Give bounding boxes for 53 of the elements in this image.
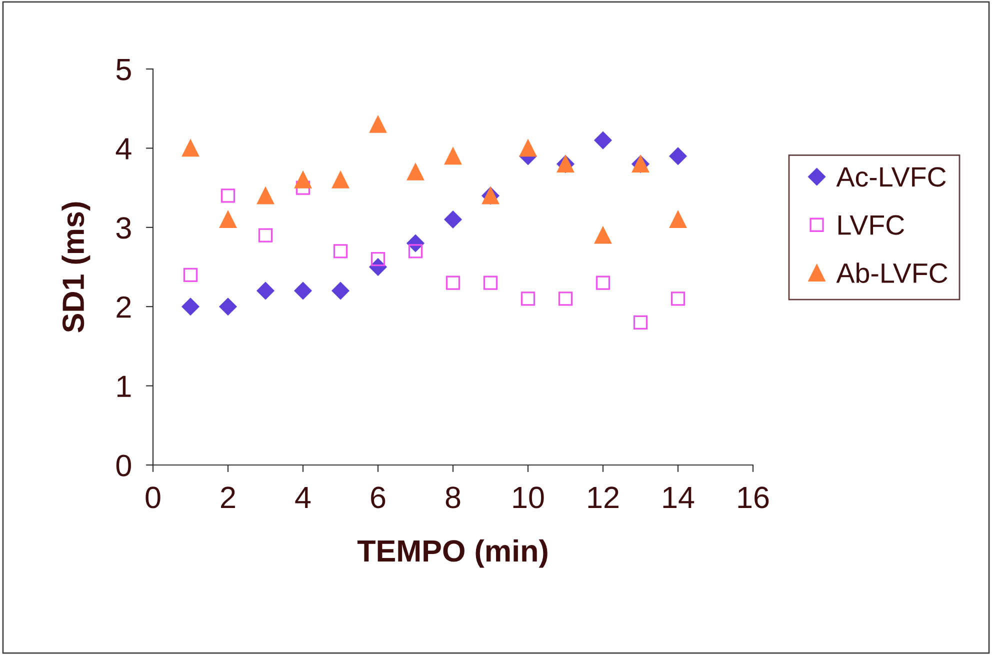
x-tick-label: 6 bbox=[371, 486, 386, 508]
point bbox=[183, 268, 198, 282]
point bbox=[332, 282, 350, 300]
point bbox=[446, 276, 460, 290]
legend-label: LVFC bbox=[838, 215, 904, 235]
y-axis-title: SD1 (ms) bbox=[62, 202, 90, 332]
point bbox=[294, 282, 312, 300]
point bbox=[633, 315, 648, 330]
y-tick-label: 5 bbox=[116, 59, 131, 80]
point bbox=[333, 244, 348, 258]
x-tick-label: 14 bbox=[663, 486, 694, 508]
point bbox=[520, 292, 536, 306]
point bbox=[483, 276, 498, 290]
x-tick-label: 12 bbox=[588, 486, 618, 508]
point bbox=[520, 140, 536, 157]
point bbox=[558, 292, 573, 306]
legend-label: Ab-LVFC bbox=[836, 262, 948, 283]
x-tick-label: 8 bbox=[446, 486, 460, 508]
y-tick-label: 0 bbox=[116, 454, 131, 476]
x-axis-title: TEMPO (min) bbox=[357, 539, 548, 568]
x-tick-label: 2 bbox=[221, 486, 235, 508]
point bbox=[444, 210, 462, 228]
point bbox=[370, 252, 386, 266]
point bbox=[256, 282, 274, 300]
point bbox=[408, 244, 423, 258]
point bbox=[182, 298, 200, 316]
point bbox=[220, 188, 236, 203]
x-tick-label: 16 bbox=[738, 486, 769, 508]
x-tick-label: 0 bbox=[146, 486, 160, 508]
point bbox=[594, 226, 612, 244]
point bbox=[670, 211, 686, 228]
point bbox=[596, 276, 610, 290]
point bbox=[370, 116, 386, 133]
y-tick-label: 3 bbox=[116, 217, 131, 239]
y-tick-label: 2 bbox=[116, 296, 131, 318]
y-tick-label: 4 bbox=[116, 138, 132, 160]
point bbox=[219, 298, 237, 316]
point bbox=[220, 211, 236, 228]
legend-label: Ac-LVFC bbox=[836, 167, 946, 187]
x-tick-label: 4 bbox=[295, 486, 311, 508]
point bbox=[332, 171, 349, 188]
point bbox=[594, 132, 612, 149]
point bbox=[257, 187, 274, 204]
point bbox=[294, 171, 312, 188]
x-tick-label: 10 bbox=[513, 486, 544, 508]
point bbox=[444, 148, 462, 165]
point bbox=[258, 228, 273, 242]
y-tick-label: 1 bbox=[118, 376, 131, 397]
point bbox=[670, 292, 686, 306]
point bbox=[182, 140, 199, 157]
point bbox=[407, 163, 424, 180]
point bbox=[296, 180, 310, 195]
point bbox=[669, 147, 687, 165]
